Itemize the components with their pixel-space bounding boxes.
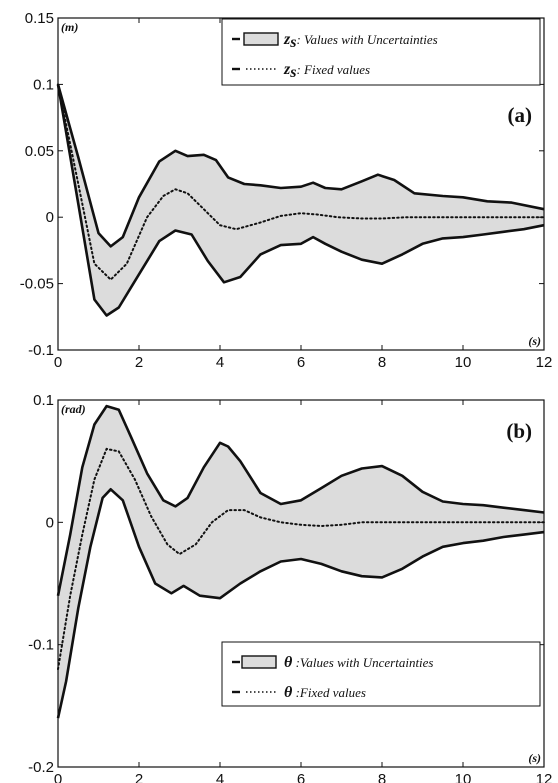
y-tick-label: 0.05 bbox=[25, 143, 54, 160]
legend-subscript: s bbox=[289, 34, 296, 51]
y-tick-label: 0.15 bbox=[25, 10, 54, 27]
x-tick-label: 12 bbox=[536, 771, 553, 783]
y-tick-label: 0 bbox=[46, 514, 54, 531]
y-tick-label: 0.1 bbox=[33, 392, 54, 409]
legend-symbol: θ bbox=[284, 654, 293, 671]
legend-text-span: :Values with Uncertainties bbox=[292, 655, 433, 670]
legend-text-span: :Fixed values bbox=[292, 685, 366, 700]
series-lower-bound bbox=[56, 488, 545, 719]
uncertainty-band bbox=[58, 406, 544, 719]
x-tick-label: 0 bbox=[54, 354, 62, 371]
legend-symbol: z bbox=[283, 61, 291, 78]
x-tick-label: 4 bbox=[216, 354, 224, 371]
x-tick-label: 6 bbox=[297, 354, 305, 371]
y-tick-label: 0.1 bbox=[33, 76, 54, 93]
series-upper-bound bbox=[56, 404, 545, 596]
x-tick-label: 2 bbox=[135, 771, 143, 783]
legend-label: zs: Fixed values bbox=[283, 61, 370, 81]
legend-entry: zs: Fixed values bbox=[232, 61, 370, 81]
legend-entry: zs: Values with Uncertainties bbox=[232, 31, 438, 51]
x-tick-label: 10 bbox=[455, 771, 472, 783]
series-fixed-values bbox=[57, 447, 545, 671]
uncertainty-band bbox=[58, 84, 544, 316]
legend-symbol: θ bbox=[284, 684, 293, 701]
panel-label: (b) bbox=[506, 419, 532, 443]
legend-label: zs: Values with Uncertainties bbox=[283, 31, 438, 51]
x-tick-label: 10 bbox=[455, 354, 472, 371]
legend-entry: θ :Values with Uncertainties bbox=[232, 654, 434, 671]
legend-entry: θ :Fixed values bbox=[232, 684, 366, 701]
x-tick-label: 6 bbox=[297, 771, 305, 783]
y-unit-label: (rad) bbox=[61, 402, 86, 416]
legend-box bbox=[221, 641, 541, 707]
y-tick-label: -0.05 bbox=[20, 276, 54, 293]
legend-swatch-band bbox=[243, 32, 279, 46]
legend-text-span: : Fixed values bbox=[296, 62, 370, 77]
y-unit-label: (m) bbox=[61, 20, 78, 34]
y-tick-label: -0.2 bbox=[28, 759, 54, 776]
y-tick-label: 0 bbox=[46, 209, 54, 226]
legend-label: θ :Fixed values bbox=[284, 684, 366, 701]
legend-text-span: : Values with Uncertainties bbox=[296, 32, 437, 47]
legend-swatch-band bbox=[241, 655, 277, 669]
x-tick-label: 12 bbox=[536, 354, 553, 371]
x-tick-label: 8 bbox=[378, 771, 386, 783]
series-upper-bound bbox=[56, 84, 545, 248]
x-tick-label: 4 bbox=[216, 771, 224, 783]
panel-b: 0 2 4 6 8 10 12 -0.2 -0.1 0 0.1 (rad) (s) θ :Values w… bbox=[28, 392, 552, 783]
series-fixed-values bbox=[57, 83, 545, 282]
x-tick-label: 2 bbox=[135, 354, 143, 371]
x-unit-label: (s) bbox=[528, 751, 541, 765]
x-tick-label: 8 bbox=[378, 354, 386, 371]
x-tick-label: 0 bbox=[54, 771, 62, 783]
legend-box bbox=[221, 18, 541, 86]
panel-label: (a) bbox=[508, 103, 533, 127]
x-unit-label: (s) bbox=[528, 334, 541, 348]
y-tick-label: -0.1 bbox=[28, 637, 54, 654]
legend-subscript: s bbox=[289, 64, 296, 81]
y-tick-label: -0.1 bbox=[28, 342, 54, 359]
legend-label: θ :Values with Uncertainties bbox=[284, 654, 434, 671]
series-lower-bound bbox=[56, 84, 545, 317]
legend-symbol: z bbox=[283, 31, 291, 48]
